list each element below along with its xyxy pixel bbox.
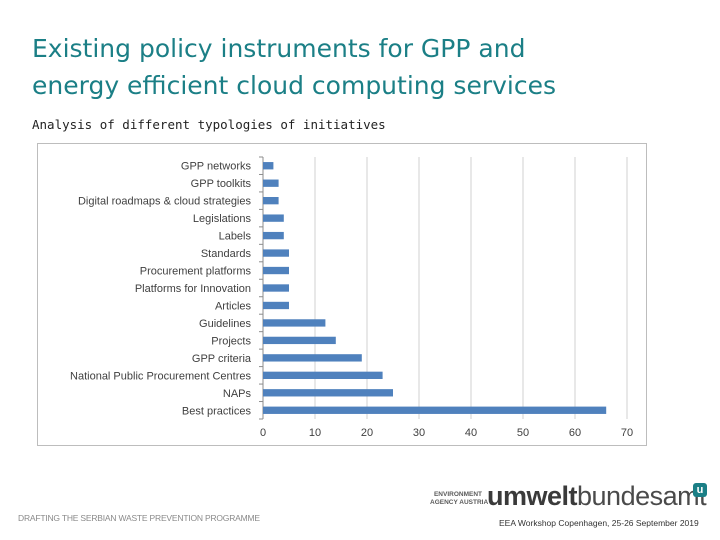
x-tick-label: 10: [309, 427, 321, 439]
bar: [263, 214, 284, 222]
bar: [263, 354, 362, 362]
footer-event-text: EEA Workshop Copenhagen, 25-26 September…: [499, 518, 699, 528]
x-tick-label: 60: [569, 427, 581, 439]
bar: [263, 266, 289, 275]
category-label: Digital roadmaps & cloud strategies: [78, 196, 252, 208]
category-label: NAPs: [223, 388, 252, 400]
bar: [263, 249, 289, 257]
bar-chart: 0 10 20 30 40 50 60 70 GPP networks GPP toolkits D…: [37, 143, 647, 446]
x-tick-label: 50: [517, 427, 529, 439]
category-label: Legislations: [193, 213, 252, 225]
agency-text: ENVIRONMENT AGENCY AUSTRIA: [430, 491, 489, 506]
bar: [263, 284, 289, 292]
x-tick-label: 20: [361, 427, 373, 439]
category-label: GPP toolkits: [191, 178, 252, 190]
bar: [263, 371, 383, 380]
category-label: Labels: [219, 231, 252, 243]
slide-title-line2: energy efficient cloud computing service…: [32, 71, 557, 100]
bar: [263, 196, 279, 205]
bar: [263, 319, 326, 327]
x-tick-label: 40: [465, 427, 477, 439]
slide-subtitle: Analysis of different typologies of init…: [32, 117, 386, 132]
umweltbundesamt-logo: ENVIRONMENT AGENCY AUSTRIA umweltbundesa…: [430, 481, 715, 513]
bar: [263, 179, 279, 187]
x-tick-label: 70: [621, 427, 633, 439]
brand-wordmark: umweltbundesamt: [487, 481, 707, 512]
category-label: National Public Procurement Centres: [70, 370, 251, 382]
slide-title-line1: Existing policy instruments for GPP and: [32, 34, 526, 63]
category-label: Projects: [211, 335, 251, 347]
category-label: GPP criteria: [192, 353, 252, 365]
category-label: Articles: [215, 300, 252, 312]
bar: [263, 162, 274, 170]
footer-programme-text: DRAFTING THE SERBIAN WASTE PREVENTION PR…: [18, 513, 260, 523]
bar: [263, 231, 284, 240]
bar: [263, 301, 289, 310]
brand-bold: umwelt: [487, 481, 578, 511]
slide-title: Existing policy instruments for GPP and …: [32, 30, 692, 104]
category-label: Standards: [201, 248, 252, 260]
category-label: GPP networks: [181, 161, 252, 173]
category-label: Platforms for Innovation: [135, 283, 251, 295]
x-tick-label: 30: [413, 427, 425, 439]
category-label: Best practices: [182, 405, 252, 417]
x-tick-label: 0: [260, 427, 266, 439]
brand-regular: bundesamt: [577, 481, 707, 511]
category-label: Procurement platforms: [140, 266, 252, 278]
bar: [263, 406, 607, 414]
bar: [263, 389, 393, 397]
bar: [263, 336, 336, 345]
category-label: Guidelines: [199, 318, 251, 330]
bar-chart-svg: 0 10 20 30 40 50 60 70 GPP networks GPP toolkits D…: [70, 156, 633, 439]
brand-mark-icon: u: [693, 483, 707, 497]
